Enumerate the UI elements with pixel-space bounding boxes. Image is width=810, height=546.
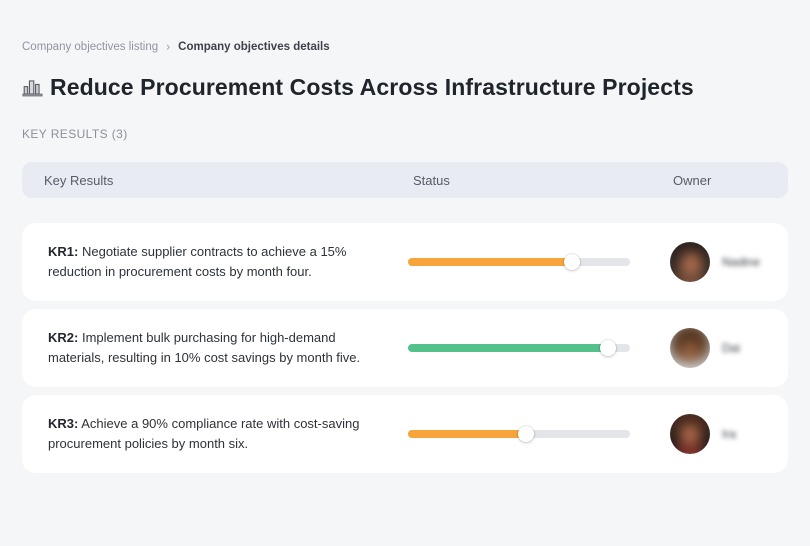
owner-cell: Nadine	[658, 242, 788, 282]
key-result-description: KR2: Implement bulk purchasing for high-…	[22, 328, 408, 368]
key-results-section-label: KEY RESULTS (3)	[22, 127, 128, 141]
column-header-key-results: Key Results	[44, 172, 114, 188]
progress-knob[interactable]	[599, 340, 616, 356]
avatar	[670, 242, 710, 282]
key-results-list: KR1: Negotiate supplier contracts to ach…	[22, 223, 788, 473]
key-result-row-1[interactable]: KR1: Negotiate supplier contracts to ach…	[22, 223, 788, 301]
key-result-row-3[interactable]: KR3: Achieve a 90% compliance rate with …	[22, 395, 788, 473]
key-result-description: KR3: Achieve a 90% compliance rate with …	[22, 414, 408, 454]
kr-label: KR3:	[48, 416, 79, 431]
owner-name: Dai	[722, 341, 741, 355]
progress-knob[interactable]	[564, 254, 581, 270]
avatar	[670, 414, 710, 454]
kr-description-text: Achieve a 90% compliance rate with cost-…	[48, 416, 360, 451]
kr-description-text: Implement bulk purchasing for high-deman…	[48, 330, 361, 365]
progress-fill	[408, 344, 608, 352]
chevron-right-icon: ›	[166, 39, 171, 54]
progress-slider[interactable]	[408, 426, 630, 442]
objective-details-page: Company objectives listing › Company obj…	[22, 0, 788, 473]
progress-fill	[408, 430, 526, 438]
kr-label: KR2:	[48, 330, 79, 345]
city-buildings-icon	[22, 77, 43, 103]
key-results-table-header: Key Results Status Owner	[22, 162, 788, 198]
progress-knob[interactable]	[517, 426, 534, 442]
progress-slider[interactable]	[408, 254, 630, 270]
owner-name: Nadine	[722, 255, 761, 269]
key-result-description: KR1: Negotiate supplier contracts to ach…	[22, 242, 408, 282]
key-result-row-2[interactable]: KR2: Implement bulk purchasing for high-…	[22, 309, 788, 387]
kr-description-text: Negotiate supplier contracts to achieve …	[48, 244, 347, 279]
progress-slider[interactable]	[408, 340, 630, 356]
owner-name: Ira	[722, 427, 737, 441]
breadcrumb-listing-link[interactable]: Company objectives listing	[22, 41, 159, 53]
column-header-owner: Owner	[673, 172, 712, 188]
column-header-status: Status	[413, 172, 450, 188]
breadcrumb: Company objectives listing › Company obj…	[22, 0, 788, 54]
owner-cell: Ira	[658, 414, 788, 454]
avatar	[670, 328, 710, 368]
objective-title-row: Reduce Procurement Costs Across Infrastr…	[22, 70, 788, 104]
progress-fill	[408, 258, 573, 266]
kr-label: KR1:	[48, 244, 79, 259]
owner-cell: Dai	[658, 328, 788, 368]
breadcrumb-current-page: Company objectives details	[178, 41, 330, 53]
page-title: Reduce Procurement Costs Across Infrastr…	[50, 74, 694, 100]
